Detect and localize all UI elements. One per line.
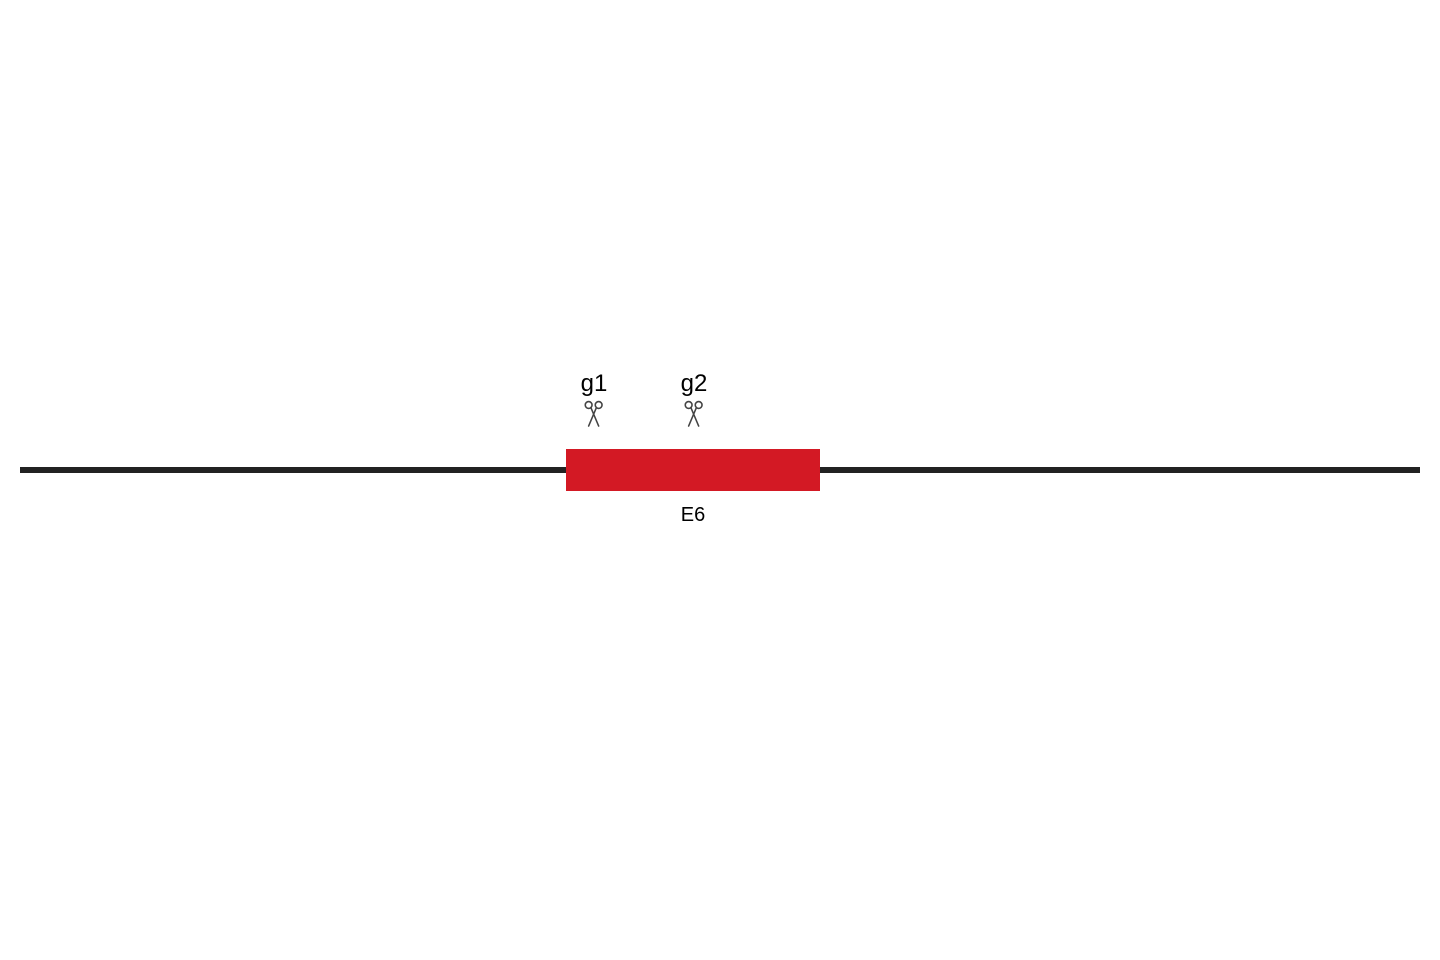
cut-label-g2: g2 xyxy=(681,370,708,398)
genome-line-right xyxy=(820,467,1420,473)
cut-site-g2: g2 xyxy=(681,370,708,428)
gene-diagram: E6 g1 g2 xyxy=(0,0,1440,960)
genome-line-left xyxy=(20,467,566,473)
cut-label-g1: g1 xyxy=(581,370,608,398)
cut-site-g1: g1 xyxy=(581,370,608,428)
scissors-icon xyxy=(682,400,706,428)
gene-label: E6 xyxy=(681,504,705,527)
scissors-icon xyxy=(582,400,606,428)
gene-box-e6 xyxy=(566,449,820,491)
